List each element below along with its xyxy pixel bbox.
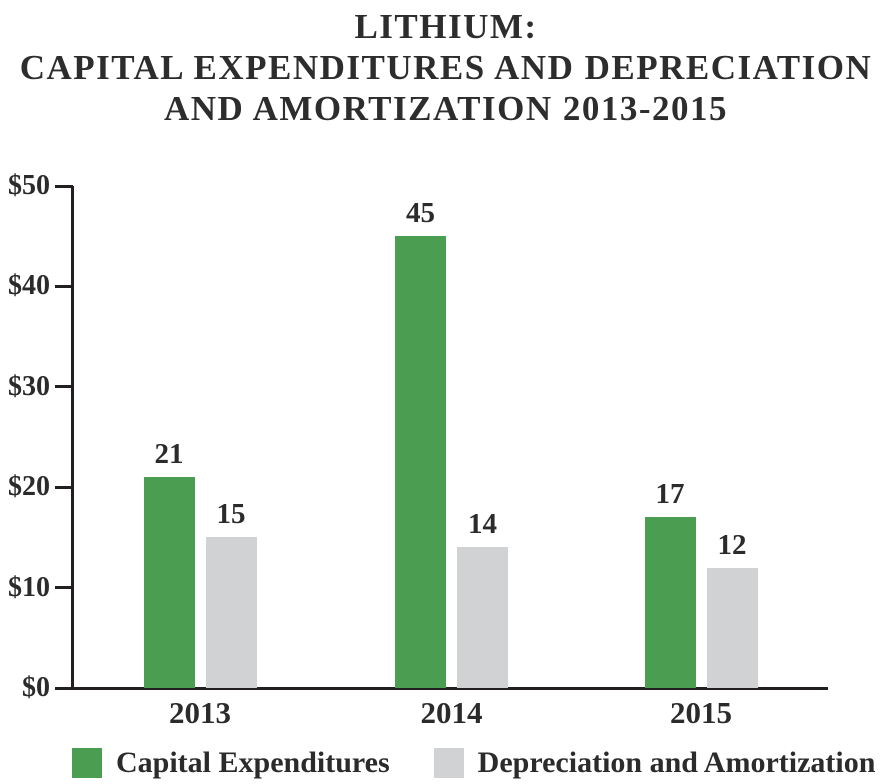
chart-title-line-1: LITHIUM: [354, 7, 538, 46]
x-axis-category-label: 2015 [670, 695, 732, 730]
legend-label-capital-expenditures: Capital Expenditures [116, 746, 390, 779]
x-axis-category-label: 2013 [169, 695, 231, 730]
legend-swatch-depreciation-and-amortization [433, 748, 464, 778]
bar-value-label: 45 [406, 197, 435, 230]
y-axis-tick [55, 284, 73, 288]
y-axis-tick-label: $20 [8, 471, 50, 503]
y-axis-tick [55, 184, 73, 188]
bar-depreciation-and-amortization-2013 [205, 537, 257, 688]
bar-value-label: 15 [216, 498, 246, 531]
y-axis-tick-label: $10 [8, 571, 50, 603]
bar-value-label: 17 [655, 478, 685, 511]
y-axis-tick [55, 385, 73, 389]
bar-capital-expenditures-2013 [143, 477, 195, 688]
legend-swatch-capital-expenditures [72, 748, 102, 778]
legend-label-depreciation-and-amortization: Depreciation and Amortization [477, 746, 876, 779]
bar-capital-expenditures-2015 [644, 517, 696, 688]
y-axis-tick-label: $0 [22, 672, 50, 703]
y-axis-tick [55, 485, 73, 489]
legend: Capital Expenditures Depreciation and Am… [72, 746, 875, 780]
chart-title-line-2: CAPITAL EXPENDITURES AND DEPRECIATION [19, 48, 873, 87]
x-axis-line [55, 687, 828, 690]
chart-title-line-3: AND AMORTIZATION 2013-2015 [163, 89, 729, 128]
y-axis-tick-label: $40 [8, 270, 50, 302]
bar-value-label: 21 [154, 438, 184, 471]
y-axis-tick-label: $30 [8, 370, 50, 402]
x-axis-category-label: 2014 [420, 695, 483, 730]
bar-depreciation-and-amortization-2014 [457, 547, 508, 688]
chart-title: LITHIUM: CAPITAL EXPENDITURES AND DEPREC… [0, 6, 892, 129]
bar-capital-expenditures-2014 [395, 236, 446, 688]
bar-value-label: 14 [468, 508, 497, 541]
y-axis-tick-label: $50 [8, 170, 50, 201]
bar-depreciation-and-amortization-2015 [706, 567, 758, 688]
y-axis-tick [55, 586, 73, 590]
bar-value-label: 12 [717, 528, 747, 561]
y-axis-line [71, 186, 74, 690]
